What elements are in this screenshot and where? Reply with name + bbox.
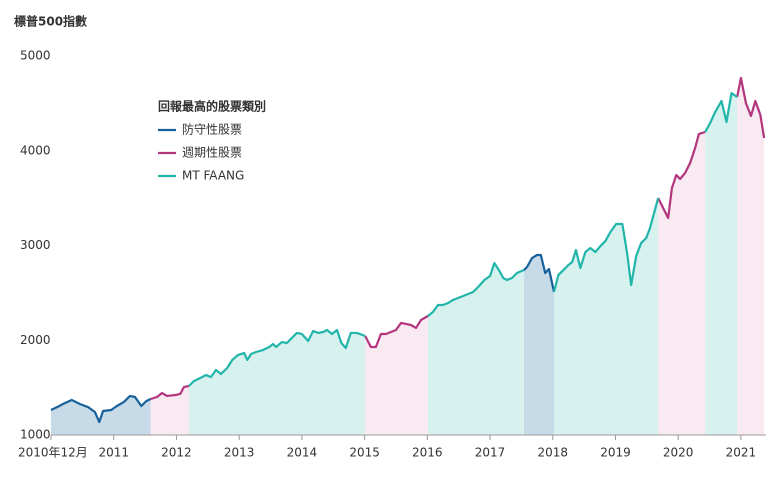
chart-title: 標普500指數 [14,14,87,29]
y-tick-label: 4000 [20,143,51,157]
period-area [523,254,555,435]
x-tick-label: 2016 [412,446,443,460]
line-segment [657,130,706,220]
line-segment [523,253,556,293]
legend-label: 防守性股票 [182,122,242,137]
line-segment [552,197,660,293]
period-area [188,330,366,435]
legend-label: 週期性股票 [182,146,242,160]
period-area [51,395,151,435]
line-segment [150,384,190,401]
x-tick-label: 2014 [287,446,318,460]
x-tick-label: 2010年12月 [18,446,88,460]
legend-title: 回報最高的股票類別 [158,99,266,114]
line-segment [188,328,366,387]
line-segment [50,394,152,424]
y-tick-label: 1000 [20,428,51,442]
line-segment [364,315,429,349]
x-tick-label: 2015 [349,446,380,460]
x-tick-label: 2019 [600,446,631,460]
y-tick-label: 3000 [20,238,51,252]
period-area [150,386,189,435]
x-tick-label: 2013 [224,446,255,460]
period-area [427,263,524,435]
legend-label: MT FAANG [182,169,244,183]
period-area [737,77,765,436]
y-tick-label: 5000 [20,49,51,63]
y-tick-label: 2000 [20,333,51,347]
lines [50,76,766,424]
period-area [365,315,428,435]
x-tick-label: 2012 [161,446,192,460]
period-area [554,198,659,435]
x-tick-label: 2020 [663,446,694,460]
areas [51,77,765,436]
line-segment [704,91,738,133]
x-tick-label: 2011 [98,446,129,460]
x-tick-label: 2021 [726,446,757,460]
x-tick-label: 2018 [537,446,568,460]
period-area [705,93,738,436]
line-segment [736,76,766,139]
x-tick-label: 2017 [475,446,506,460]
line-segment [427,261,525,317]
